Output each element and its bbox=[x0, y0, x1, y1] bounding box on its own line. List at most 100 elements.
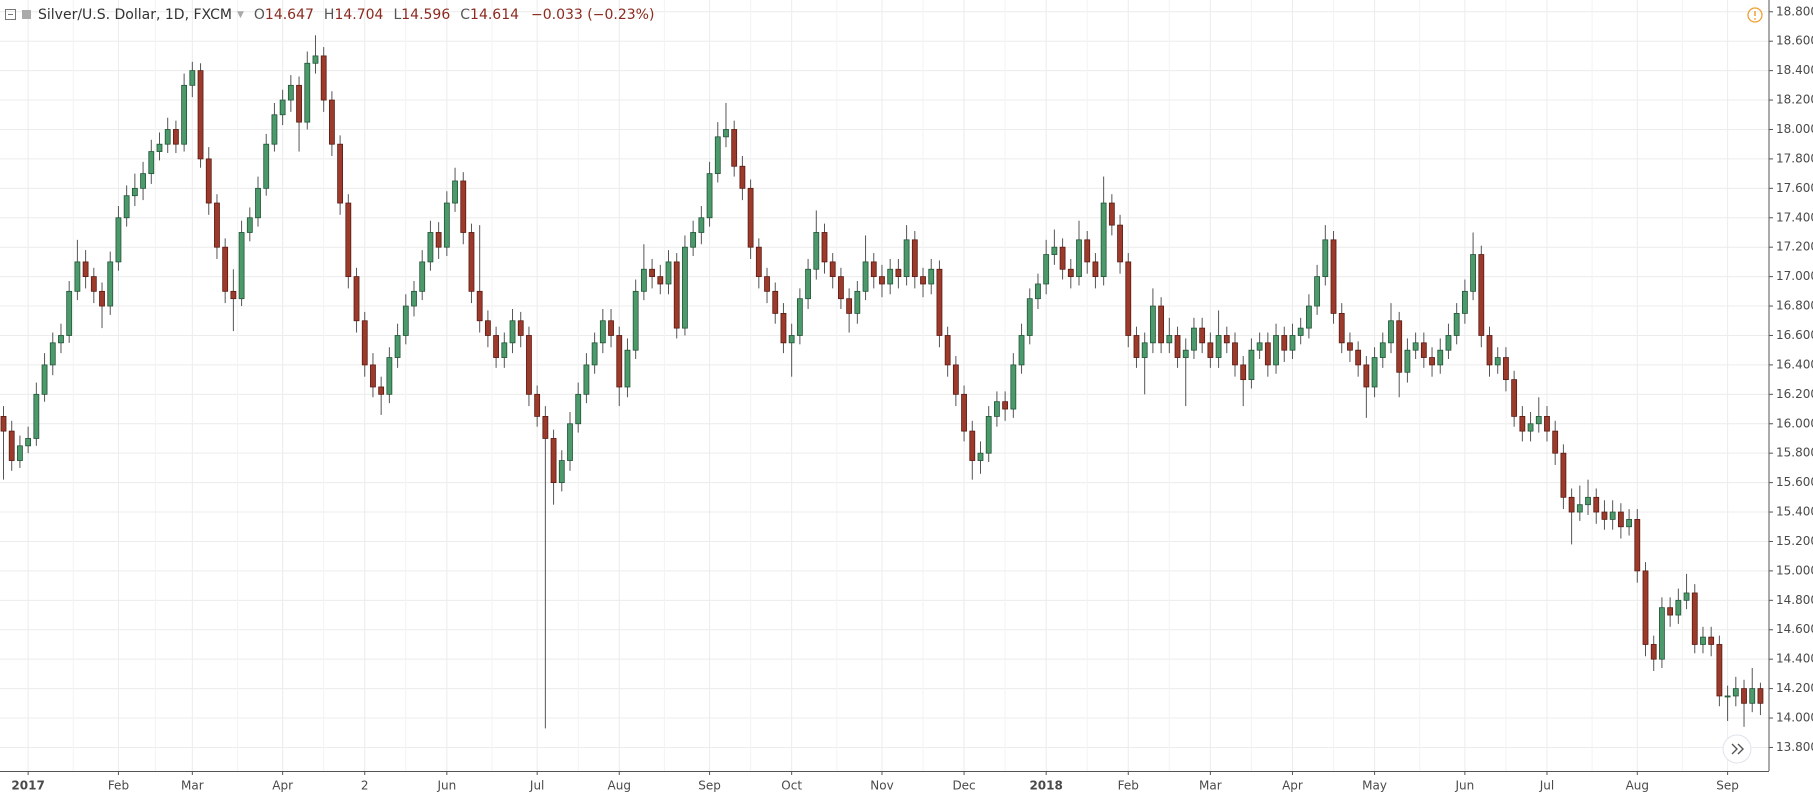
y-tick-label: 18.400 bbox=[1776, 63, 1813, 77]
candle-body bbox=[1158, 305, 1165, 344]
candle-body bbox=[337, 143, 344, 204]
x-tick-label: Sep bbox=[698, 779, 721, 793]
candle-body bbox=[1125, 261, 1132, 336]
candle-body bbox=[1117, 224, 1123, 263]
candle-body bbox=[1371, 357, 1378, 388]
candle-body bbox=[370, 364, 376, 388]
legend-icons[interactable] bbox=[4, 7, 34, 23]
candle-body bbox=[1002, 401, 1009, 410]
candle-body bbox=[419, 261, 426, 292]
scroll-right-button[interactable] bbox=[1722, 734, 1752, 764]
candle-body bbox=[1544, 415, 1550, 432]
candle-body bbox=[460, 180, 467, 233]
candle-body bbox=[82, 261, 89, 278]
candle-body bbox=[353, 276, 360, 322]
candle-body bbox=[238, 232, 245, 300]
candle-body bbox=[312, 55, 319, 64]
candle-body bbox=[1568, 496, 1575, 513]
candle-body bbox=[608, 320, 614, 336]
candle-body bbox=[1207, 342, 1214, 358]
y-tick-label: 15.200 bbox=[1776, 534, 1813, 548]
candle-body bbox=[1010, 364, 1017, 410]
candle-body bbox=[994, 401, 1000, 417]
candle-body bbox=[698, 217, 705, 233]
candle-body bbox=[1092, 261, 1099, 278]
x-tick-label: Jun bbox=[436, 779, 456, 793]
candle-body bbox=[99, 290, 105, 307]
candle-body bbox=[1379, 342, 1386, 358]
candle-body bbox=[1724, 695, 1731, 698]
y-tick-label: 16.000 bbox=[1776, 416, 1813, 430]
candle-body bbox=[780, 313, 787, 344]
y-tick-label: 13.800 bbox=[1776, 740, 1813, 754]
candle-body bbox=[1700, 636, 1706, 645]
ohlc-value: 14.614 bbox=[470, 7, 520, 23]
x-tick-label: May bbox=[1362, 779, 1387, 793]
candle-body bbox=[1191, 327, 1197, 351]
x-tick-label: 2 bbox=[361, 779, 369, 793]
candle-body bbox=[279, 99, 286, 116]
y-tick-label: 14.800 bbox=[1776, 593, 1813, 607]
ohlc-label: H bbox=[323, 7, 335, 23]
candle-body bbox=[887, 268, 894, 285]
candle-body bbox=[1035, 283, 1041, 300]
y-tick-label: 17.600 bbox=[1776, 181, 1813, 195]
candle-body bbox=[107, 261, 114, 307]
candle-body bbox=[41, 364, 48, 395]
candle-body bbox=[1453, 313, 1460, 336]
candle-body bbox=[1626, 518, 1632, 528]
candle-body bbox=[1691, 592, 1698, 645]
y-tick-label: 17.200 bbox=[1776, 240, 1813, 254]
candle-body bbox=[723, 129, 729, 138]
candle-body bbox=[427, 232, 434, 263]
candle-body bbox=[1478, 254, 1485, 336]
candle-body bbox=[1716, 644, 1723, 697]
dropdown-arrow[interactable]: ▼ bbox=[236, 10, 244, 20]
warning-icon[interactable] bbox=[1747, 7, 1763, 23]
y-tick-label: 15.400 bbox=[1776, 505, 1813, 519]
candle-body bbox=[690, 232, 697, 248]
candle-body bbox=[1429, 357, 1435, 366]
candle-body bbox=[90, 276, 97, 292]
x-tick-label: Jul bbox=[1539, 779, 1554, 793]
candle-body bbox=[1281, 335, 1288, 351]
ohlc-value: 14.704 bbox=[334, 7, 384, 23]
candle-body bbox=[287, 84, 294, 101]
y-tick-label: 14.400 bbox=[1776, 652, 1813, 666]
candle-body bbox=[1609, 511, 1616, 520]
candle-body bbox=[1215, 335, 1222, 358]
candle-body bbox=[936, 268, 943, 336]
candle-body bbox=[813, 232, 820, 270]
y-tick-label: 16.600 bbox=[1776, 328, 1813, 342]
candle-body bbox=[1330, 239, 1337, 314]
candle-body bbox=[542, 415, 549, 439]
x-tick-label: Aug bbox=[1626, 779, 1649, 793]
candle-body bbox=[591, 342, 598, 366]
candle-body bbox=[1683, 592, 1690, 601]
candle-body bbox=[1461, 290, 1468, 314]
candle-body bbox=[1486, 335, 1493, 366]
candles bbox=[0, 35, 1764, 729]
x-tick-label: 2017 bbox=[11, 779, 44, 793]
candle-body bbox=[501, 342, 508, 358]
y-tick-label: 18.200 bbox=[1776, 93, 1813, 107]
candle-body bbox=[509, 320, 516, 344]
x-tick-label: Dec bbox=[952, 779, 975, 793]
candle-body bbox=[1470, 254, 1476, 292]
candle-body bbox=[0, 415, 7, 432]
x-tick-label: Sep bbox=[1716, 779, 1739, 793]
candle-body bbox=[1757, 688, 1764, 704]
y-tick-label: 18.000 bbox=[1776, 122, 1813, 136]
candle-body bbox=[599, 320, 606, 344]
candle-body bbox=[1503, 357, 1509, 381]
candle-body bbox=[1248, 349, 1255, 381]
candle-body bbox=[558, 460, 565, 484]
candle-body bbox=[140, 173, 146, 189]
candle-body bbox=[296, 84, 302, 123]
x-tick-label: Feb bbox=[108, 779, 129, 793]
candle-body bbox=[1264, 342, 1271, 366]
x-tick-label: Nov bbox=[870, 779, 893, 793]
candle-body bbox=[1642, 570, 1649, 645]
candle-body bbox=[493, 335, 500, 358]
candle-body bbox=[1732, 688, 1739, 697]
